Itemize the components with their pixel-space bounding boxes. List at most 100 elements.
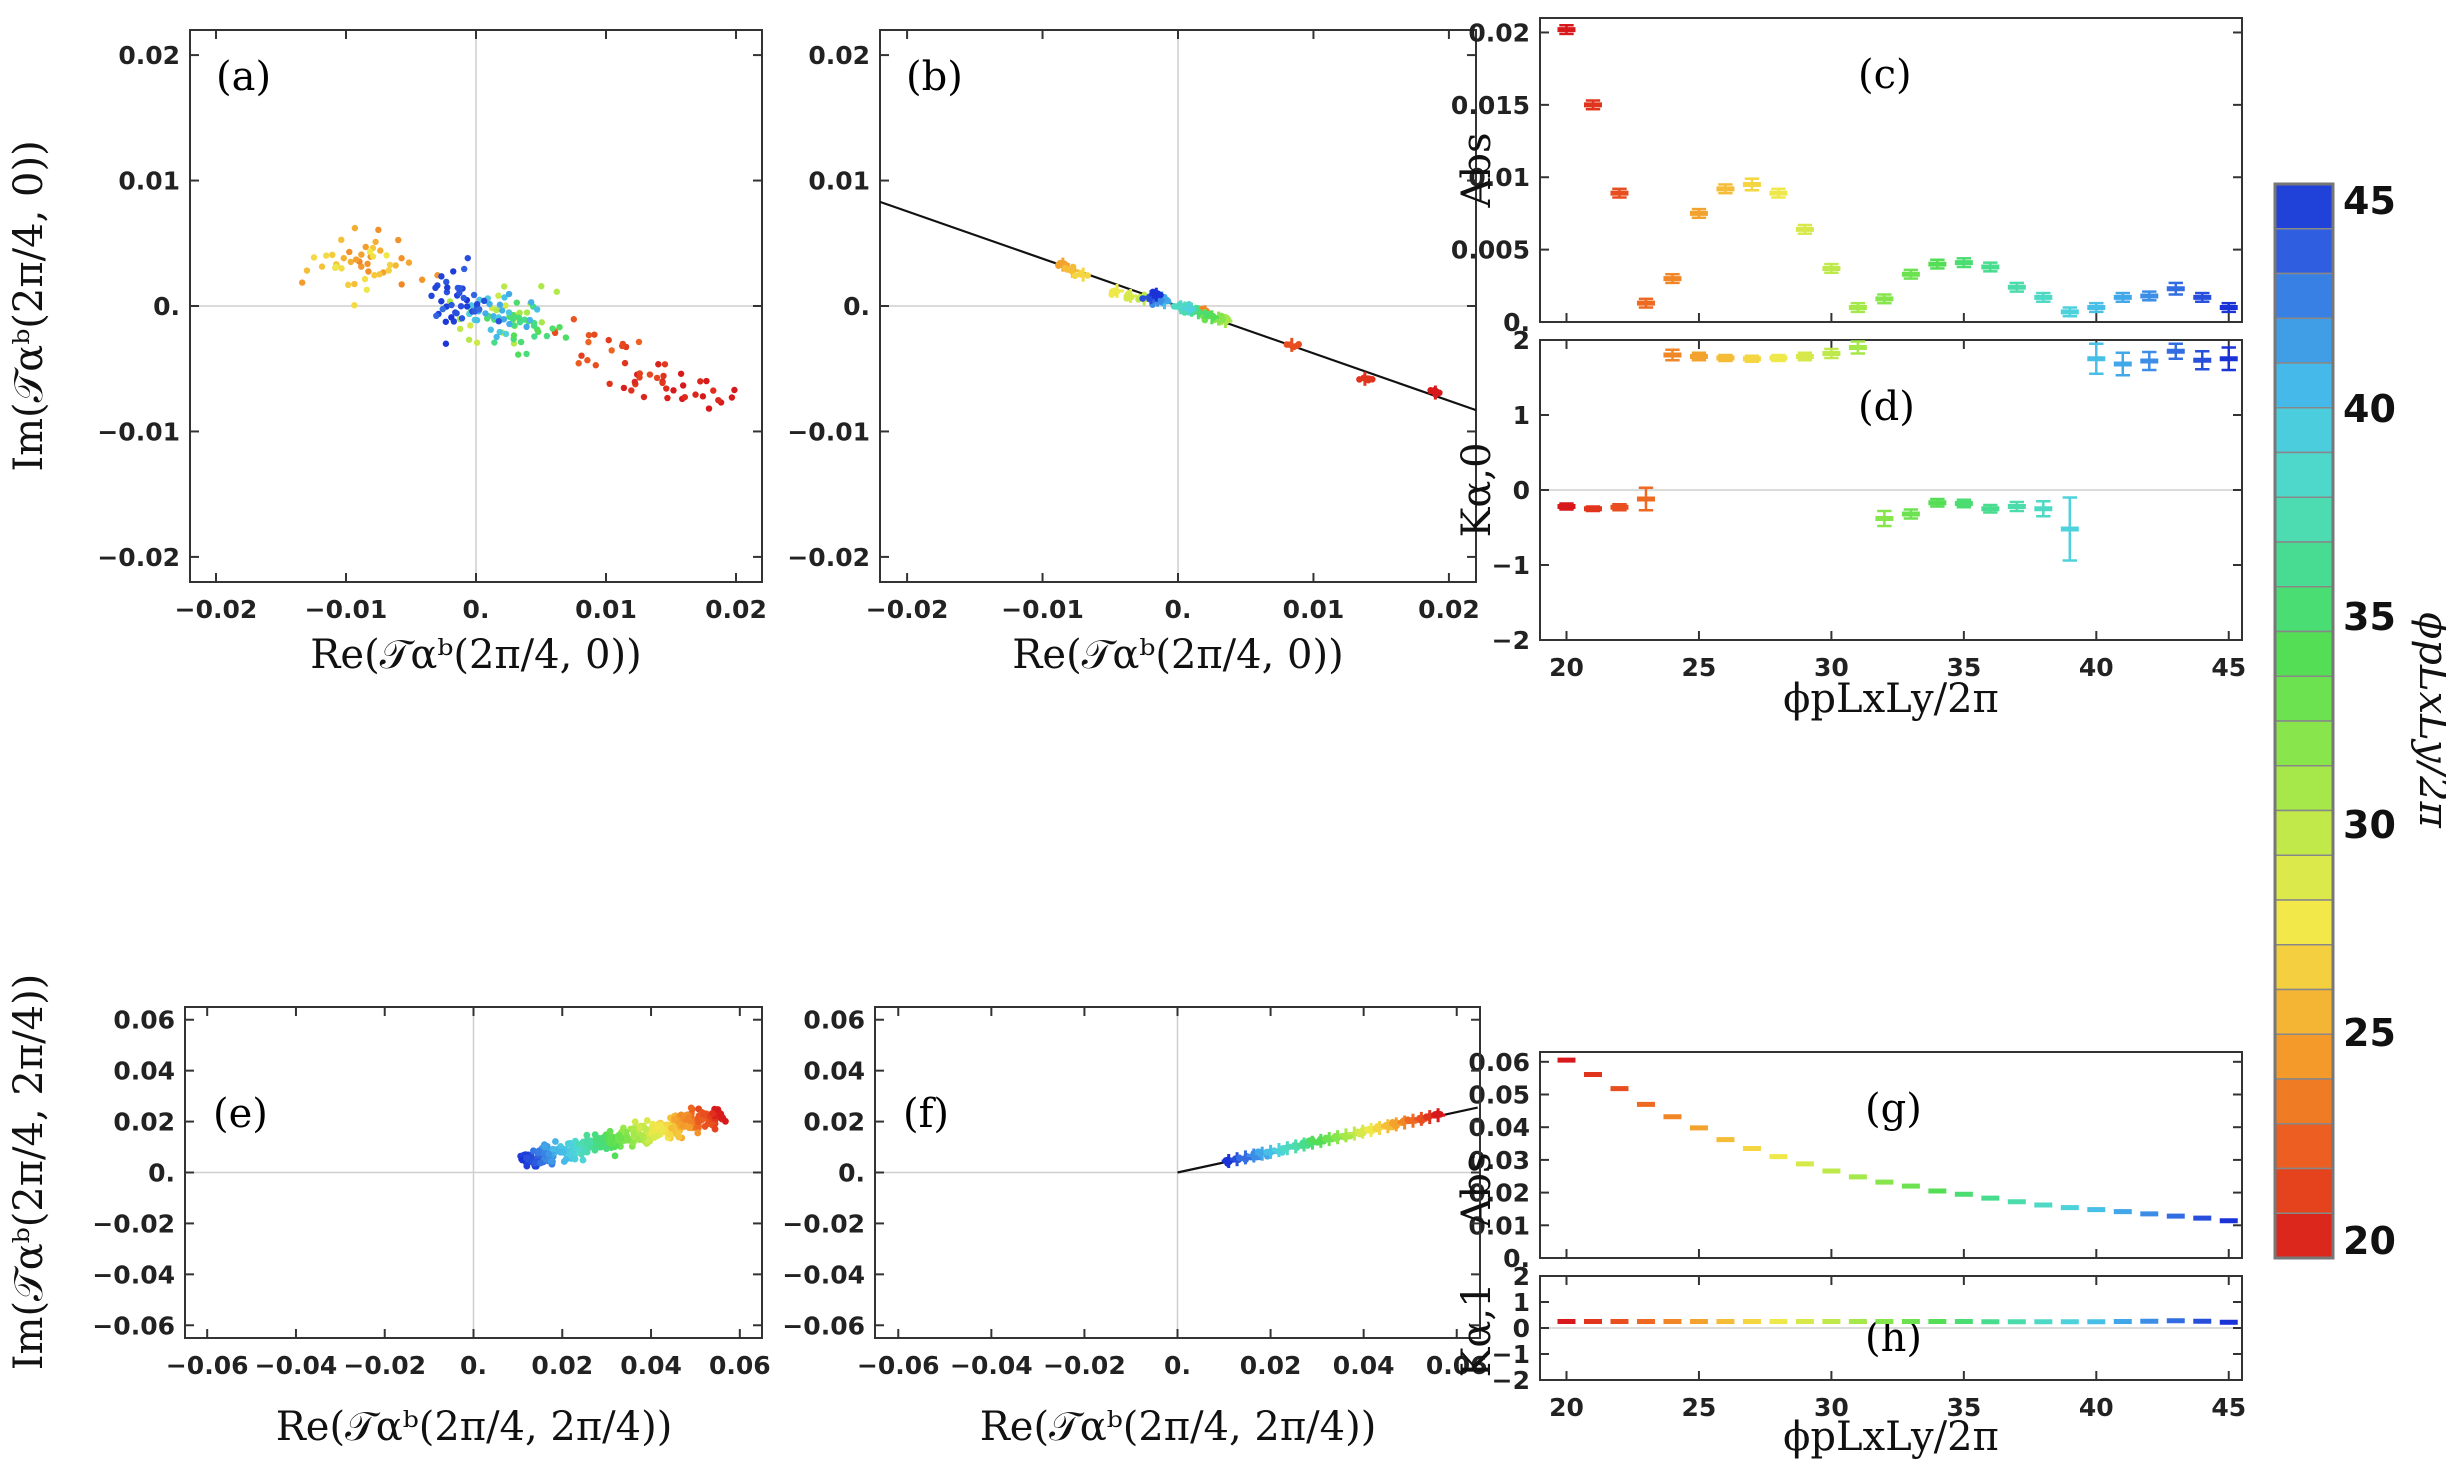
data-point — [448, 301, 455, 309]
data-point — [543, 332, 551, 340]
data-point — [694, 1129, 702, 1137]
colorbar-swatch — [2274, 1078, 2334, 1125]
y-tick-label: −0.02 — [97, 543, 180, 572]
data-point — [699, 393, 707, 400]
data-point — [728, 394, 736, 401]
colorbar-tick-label: 30 — [2343, 803, 2396, 847]
data-point — [482, 310, 489, 317]
data-point — [513, 299, 520, 306]
y-tick-label: 0.02 — [1468, 18, 1530, 47]
x-tick-label: 0.06 — [709, 1351, 771, 1380]
x-tick-label: 0.02 — [531, 1351, 593, 1380]
x-tick-label: −0.04 — [950, 1351, 1033, 1380]
data-point — [709, 1110, 717, 1117]
x-tick-label: 20 — [1549, 1393, 1584, 1422]
x-tick-label: 0.02 — [1240, 1351, 1302, 1380]
data-point — [668, 1124, 676, 1132]
y-tick-label: −2 — [1492, 626, 1530, 655]
data-point — [448, 314, 455, 321]
x-tick-label: 0.06 — [1426, 1351, 1488, 1380]
colorbar-swatch — [2274, 1123, 2334, 1170]
y-tick-label: 0.06 — [1468, 1048, 1530, 1077]
data-point — [505, 309, 513, 316]
y-tick-label: 0.005 — [1451, 236, 1530, 265]
data-point — [583, 1131, 591, 1139]
colorbar-swatch — [2274, 1212, 2334, 1259]
data-point — [617, 1134, 625, 1142]
data-point — [584, 357, 591, 364]
data-point — [496, 301, 504, 308]
colorbar: 20 25 30 35 40 45 ϕpLxLy/2π — [2273, 179, 2446, 1263]
data-point — [552, 1138, 559, 1145]
data-point — [553, 288, 560, 295]
y-axis-label: Im(𝒯αᵇ(2π/4, 2π/4)) — [6, 974, 52, 1371]
data-point — [486, 300, 493, 308]
data-point — [515, 351, 522, 358]
data-point — [677, 370, 685, 377]
data-point — [369, 253, 377, 260]
data-point — [362, 243, 369, 251]
data-point — [517, 338, 525, 346]
data-point — [666, 1130, 674, 1138]
data-point — [538, 283, 545, 290]
data-point — [533, 306, 541, 313]
data-point — [562, 1155, 570, 1163]
data-point — [547, 1157, 555, 1165]
data-point — [453, 310, 460, 317]
y-tick-label: 0 — [1513, 1314, 1530, 1343]
data-point — [338, 236, 345, 244]
panel-a: −0.02 −0.01 0. 0.01 0.02 −0.02 −0.01 0. 0.01 0.02… — [97, 29, 767, 624]
data-point — [442, 340, 450, 347]
colorbar-swatch — [2274, 586, 2334, 633]
data-point — [659, 379, 666, 387]
data-point — [338, 265, 345, 272]
data-point — [467, 322, 474, 329]
colorbar-swatch — [2274, 854, 2334, 901]
data-point — [376, 271, 383, 278]
data-point — [502, 330, 510, 338]
data-point — [476, 306, 483, 313]
data-point — [377, 247, 384, 254]
axes-frame — [1539, 1051, 2243, 1259]
data-point — [681, 393, 688, 401]
y-tick-label: 1 — [1513, 1288, 1530, 1317]
data-point — [686, 1123, 694, 1131]
x-tick-label: −0.01 — [1001, 595, 1084, 624]
data-point — [465, 336, 473, 343]
colorbar-tick-label: 25 — [2343, 1011, 2396, 1055]
x-tick-label: −0.02 — [1043, 1351, 1126, 1380]
data-point — [556, 323, 563, 331]
data-point — [671, 1115, 678, 1123]
data-point — [493, 306, 500, 314]
data-point — [372, 238, 379, 246]
data-point — [509, 315, 517, 323]
panel-f: −0.06−0.04−0.020.0.020.040.06−0.06 −0.04−… — [782, 1006, 1487, 1380]
y-tick-label: 0.06 — [113, 1006, 175, 1035]
data-point — [490, 313, 497, 320]
x-tick-label: 35 — [1946, 1393, 1981, 1422]
data-point — [675, 1133, 683, 1141]
data-point — [606, 1127, 614, 1135]
data-point — [535, 328, 542, 336]
colorbar-swatch — [2274, 630, 2334, 677]
data-point — [318, 263, 326, 270]
data-point — [523, 1162, 531, 1170]
y-tick-label: 0. — [838, 1159, 865, 1188]
data-point — [636, 1125, 644, 1132]
panel-e: −0.06−0.04−0.020.0.020.040.06−0.06 −0.04−… — [92, 1006, 770, 1380]
data-point — [636, 370, 643, 377]
colorbar-swatch — [2274, 1033, 2334, 1080]
data-point — [405, 259, 413, 266]
y-tick-label: 1 — [1513, 401, 1530, 430]
data-point — [639, 1133, 647, 1140]
y-tick-label: −0.02 — [787, 543, 870, 572]
colorbar-swatch — [2274, 944, 2334, 991]
x-tick-label: −0.01 — [305, 595, 388, 624]
y-tick-label: 2 — [1513, 1262, 1530, 1291]
data-point — [575, 360, 582, 367]
data-point — [502, 302, 509, 309]
data-point — [358, 263, 365, 270]
data-point — [460, 294, 467, 302]
data-point — [591, 1146, 599, 1154]
data-point — [363, 286, 371, 293]
